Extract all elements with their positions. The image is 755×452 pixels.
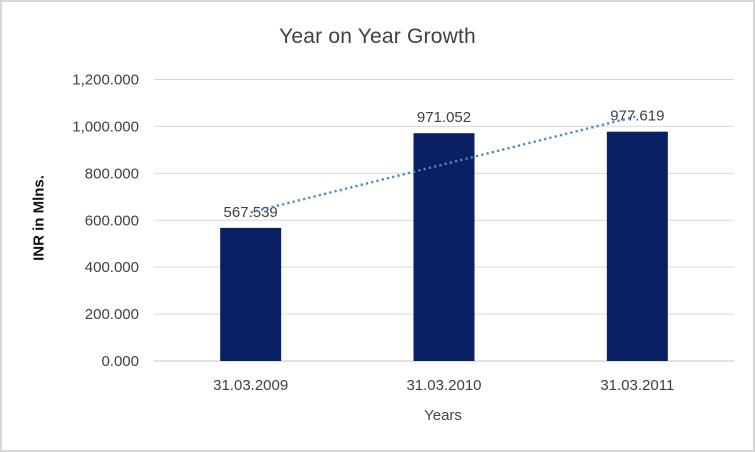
y-axis-tick-label: 600.000 bbox=[85, 212, 139, 229]
bar-value-label: 971.052 bbox=[417, 109, 471, 126]
x-axis-tick-label: 31.03.2009 bbox=[213, 377, 288, 394]
x-axis-tick-label: 31.03.2010 bbox=[406, 377, 481, 394]
chart-title: Year on Year Growth bbox=[279, 25, 476, 48]
y-axis-tick-label: 1,200.000 bbox=[72, 72, 139, 89]
y-axis-tick-label: 400.000 bbox=[85, 259, 139, 276]
x-axis-tick-label: 31.03.2011 bbox=[600, 377, 674, 394]
bar bbox=[606, 131, 668, 361]
bar-value-label: 567.539 bbox=[224, 204, 278, 221]
y-axis-tick-label: 0.000 bbox=[101, 353, 139, 370]
trendline bbox=[250, 114, 638, 214]
bar-value-label: 977.619 bbox=[610, 108, 664, 125]
x-axis-title: Years bbox=[424, 407, 462, 424]
bar bbox=[413, 133, 475, 361]
y-axis-tick-label: 1,000.000 bbox=[72, 118, 139, 135]
bar bbox=[220, 227, 282, 361]
y-axis-tick-label: 200.000 bbox=[85, 306, 139, 323]
y-axis-tick-label: 800.000 bbox=[85, 165, 139, 182]
